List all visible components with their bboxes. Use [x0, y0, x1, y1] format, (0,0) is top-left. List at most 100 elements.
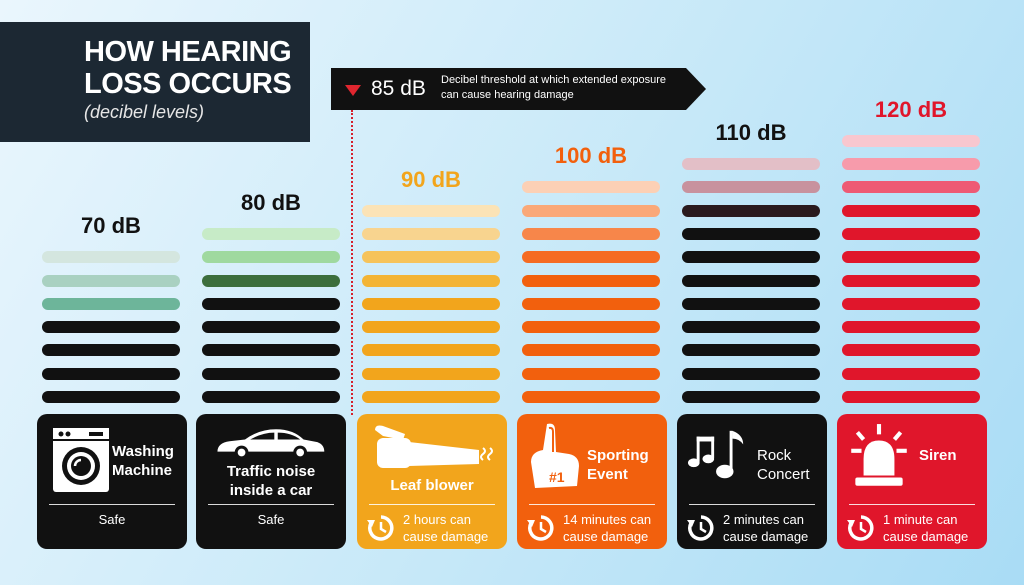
db-label: 80 dB — [241, 189, 301, 215]
level-bar — [42, 344, 180, 357]
level-bar — [682, 251, 820, 264]
level-bar — [682, 344, 820, 357]
level-bar — [842, 297, 980, 310]
level-bar — [362, 321, 500, 334]
level-bar — [202, 227, 340, 240]
card-label: Siren — [919, 447, 957, 464]
level-bar — [42, 274, 180, 287]
threshold-line — [351, 110, 353, 415]
damage-text: 2 hours can cause damage — [403, 512, 489, 544]
leaf-blower-icon — [375, 425, 493, 468]
level-bar — [842, 204, 980, 217]
card-leaf-blower: Leaf blower 2 hours can cause damage — [357, 414, 507, 549]
level-bar — [362, 344, 500, 357]
card-sporting-event: #1 Sporting Event 14 minutes can cause d… — [517, 414, 667, 549]
db-label: 110 dB — [715, 120, 787, 145]
level-bar — [522, 204, 660, 217]
level-bar — [842, 158, 980, 170]
level-bar — [842, 274, 980, 287]
threshold-banner: 85 dB Decibel threshold at which extende… — [331, 68, 706, 110]
level-bar — [202, 321, 340, 334]
subtitle: (decibel levels) — [84, 102, 205, 122]
level-bar — [682, 158, 820, 170]
level-bar — [682, 181, 820, 194]
level-bar — [842, 181, 980, 194]
level-bar — [42, 367, 180, 380]
level-bar — [522, 391, 660, 403]
card-car: Traffic noise inside a car Safe — [196, 414, 346, 549]
clock-icon — [367, 515, 394, 541]
card-label: Sporting Event — [587, 447, 649, 483]
card-washing-machine: Washing Machine Safe — [37, 414, 187, 549]
level-bar — [362, 367, 500, 380]
title-line-2: LOSS OCCURS — [84, 68, 292, 100]
level-bar — [42, 391, 180, 403]
level-bar — [362, 227, 500, 240]
clock-icon — [687, 515, 714, 541]
level-bar — [362, 391, 500, 403]
card-label: Traffic noise inside a car — [226, 463, 316, 499]
divider — [529, 504, 655, 505]
level-bar — [842, 227, 980, 240]
siren-icon — [851, 424, 907, 486]
level-bar — [202, 251, 340, 264]
damage-text: 2 minutes can cause damage — [723, 512, 809, 544]
card-siren: Siren 1 minute can cause damage — [837, 414, 987, 549]
level-bar — [522, 251, 660, 264]
level-bar — [522, 367, 660, 380]
level-bar — [202, 367, 340, 380]
level-bar — [202, 344, 340, 357]
db-label: 100 dB — [554, 143, 628, 169]
card-label: Washing Machine — [112, 443, 174, 479]
level-bar — [362, 274, 500, 287]
level-bar — [682, 227, 820, 240]
level-bar — [842, 344, 980, 357]
divider — [49, 504, 175, 505]
threshold-note: Decibel threshold at which extended expo… — [441, 74, 667, 101]
divider — [369, 504, 495, 505]
level-bar — [42, 321, 180, 334]
threshold-banner-bg — [331, 68, 706, 110]
db-label: 120 dB — [874, 96, 948, 122]
clock-icon — [527, 515, 554, 541]
level-bar — [522, 344, 660, 357]
card-rock-concert: Rock Concert 2 minutes can cause damage — [677, 414, 827, 549]
card-footer: Safe — [98, 512, 126, 527]
level-bar — [682, 367, 820, 380]
level-bar — [522, 227, 660, 240]
level-bar — [362, 204, 500, 217]
level-bar — [682, 204, 820, 217]
level-bar — [362, 251, 500, 264]
divider — [689, 504, 815, 505]
level-bar — [362, 297, 500, 310]
level-bar — [682, 297, 820, 310]
level-bar — [42, 251, 180, 264]
level-bar — [522, 274, 660, 287]
level-bar — [842, 367, 980, 380]
music-notes-icon — [687, 430, 744, 479]
damage-text: 1 minute can cause damage — [883, 512, 969, 544]
level-bar — [682, 274, 820, 287]
level-bar — [682, 391, 820, 403]
threshold-value: 85 dB — [371, 77, 426, 100]
level-bar — [202, 297, 340, 310]
car-icon — [217, 429, 325, 460]
divider — [849, 504, 975, 505]
foam-finger-text: #1 — [549, 469, 565, 485]
level-bar — [522, 297, 660, 310]
level-bar — [42, 297, 180, 310]
foam-finger-icon: #1 — [531, 423, 579, 488]
level-bar — [202, 274, 340, 287]
clock-icon — [847, 515, 874, 541]
card-label: Rock Concert — [757, 447, 810, 483]
damage-text: 14 minutes can cause damage — [563, 512, 652, 544]
level-bar — [522, 181, 660, 194]
level-bar — [682, 321, 820, 334]
title-line-1: HOW HEARING — [84, 36, 292, 68]
washing-machine-icon — [53, 428, 109, 492]
card-footer: Safe — [257, 512, 285, 527]
title-panel: HOW HEARING LOSS OCCURS (decibel levels) — [0, 22, 310, 142]
level-bar — [842, 134, 980, 147]
level-bar — [842, 391, 980, 403]
card-label: Leaf blower — [390, 477, 474, 494]
